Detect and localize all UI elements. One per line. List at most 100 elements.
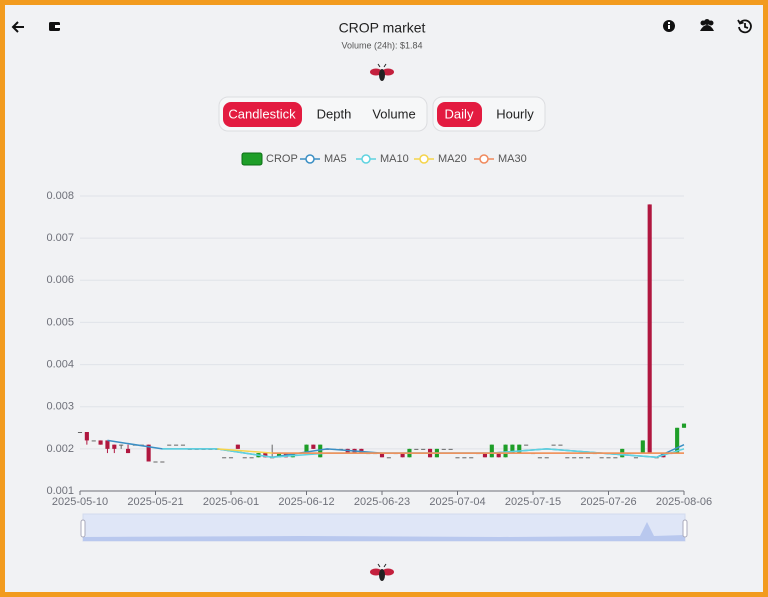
title: CROP market — [339, 20, 426, 36]
candle-body — [400, 453, 405, 458]
candle-body — [249, 457, 254, 459]
candle-body — [489, 444, 494, 458]
tab[interactable]: Depth — [317, 106, 352, 121]
legend-label[interactable]: MA10 — [380, 153, 409, 165]
legend-label[interactable]: MA20 — [438, 153, 467, 165]
candle-body — [469, 457, 474, 459]
y-tick-label: 0.004 — [46, 358, 74, 370]
users-button[interactable] — [700, 19, 714, 31]
candle-body — [98, 440, 103, 445]
subtitle: Volume (24h): $1.84 — [341, 40, 422, 50]
candle-body — [558, 444, 563, 446]
y-tick-label: 0.003 — [46, 401, 74, 413]
candle-body — [517, 444, 522, 454]
candle-body — [633, 457, 639, 459]
candle-body — [146, 444, 151, 462]
tab[interactable]: Volume — [372, 106, 415, 121]
candle-body — [242, 457, 247, 459]
candle-body — [448, 448, 453, 450]
x-tick-label: 2025-07-15 — [505, 496, 561, 508]
tab[interactable]: Daily — [445, 106, 474, 121]
x-tick-label: 2025-05-21 — [127, 496, 183, 508]
y-tick-label: 0.001 — [46, 485, 74, 497]
x-tick-label: 2025-08-06 — [656, 496, 712, 508]
candle-body — [640, 440, 645, 454]
y-tick-label: 0.007 — [46, 232, 74, 244]
candle-body — [572, 457, 577, 459]
candle-body — [174, 444, 179, 446]
candle-body — [647, 204, 652, 454]
candle-body — [675, 427, 680, 454]
legend-label[interactable]: CROP — [266, 153, 298, 165]
candle-body — [304, 444, 309, 454]
legend-marker — [419, 154, 429, 164]
y-tick-label: 0.008 — [46, 190, 74, 202]
candle-body — [681, 423, 687, 428]
candle-body — [510, 444, 515, 454]
y-tick-label: 0.006 — [46, 274, 74, 286]
candle-body — [606, 457, 611, 459]
candle-body — [91, 440, 96, 442]
candle-body — [379, 453, 385, 458]
candle-body — [414, 448, 419, 450]
candle-body — [386, 457, 391, 459]
info-button[interactable] — [663, 20, 675, 32]
active-tab-bg — [437, 102, 482, 127]
candle-body — [578, 457, 584, 459]
candle-body — [125, 448, 131, 454]
candle-body — [599, 457, 604, 459]
legend-marker — [479, 154, 489, 164]
back-button[interactable] — [11, 21, 24, 33]
candle-body — [235, 444, 240, 449]
candle-body — [180, 444, 186, 446]
active-tab-bg — [223, 102, 302, 127]
candle-body — [421, 448, 426, 450]
candle-body — [613, 457, 618, 459]
candle-body — [544, 457, 549, 459]
y-tick-label: 0.002 — [46, 443, 74, 455]
x-tick-label: 2025-06-23 — [354, 496, 410, 508]
candle-body — [222, 457, 227, 459]
tab[interactable]: Candlestick — [228, 106, 296, 121]
legend-swatch — [241, 152, 263, 166]
candle-body — [160, 461, 165, 463]
candle-body — [482, 453, 488, 458]
tab[interactable]: Hourly — [496, 106, 534, 121]
candle-body — [77, 432, 83, 433]
legend-label[interactable]: MA30 — [498, 153, 527, 165]
candle-body — [112, 444, 117, 449]
candle-body — [585, 457, 590, 459]
candle-body — [84, 432, 89, 441]
x-tick-label: 2025-06-01 — [203, 496, 259, 508]
candle-body — [153, 461, 158, 463]
candle-body — [105, 440, 110, 449]
legend-marker — [305, 154, 315, 164]
candle-body — [551, 444, 556, 446]
candle-body — [311, 444, 316, 449]
x-tick-label: 2025-05-10 — [52, 496, 108, 508]
x-tick-label: 2025-06-12 — [278, 496, 334, 508]
legend-label[interactable]: MA5 — [324, 153, 347, 165]
candle-body — [565, 457, 570, 459]
candle-body — [228, 457, 234, 459]
legend-marker — [361, 154, 371, 164]
candle-body — [119, 444, 124, 446]
x-tick-label: 2025-07-04 — [429, 496, 485, 508]
y-tick-label: 0.005 — [46, 316, 74, 328]
footer-logo — [370, 563, 394, 581]
logo — [370, 63, 394, 81]
candle-body — [537, 457, 542, 459]
wallet-button[interactable] — [49, 22, 60, 31]
candle-body — [455, 457, 460, 459]
candle-body — [276, 453, 282, 458]
candle-body — [167, 444, 172, 446]
x-tick-label: 2025-07-26 — [580, 496, 636, 508]
candle-body — [263, 453, 268, 458]
candle-body — [441, 448, 446, 450]
candle-body — [524, 444, 529, 446]
zoom-slider[interactable] — [80, 513, 688, 542]
candle-body — [462, 457, 467, 459]
candle-body — [503, 444, 508, 458]
history-button[interactable] — [737, 19, 752, 34]
